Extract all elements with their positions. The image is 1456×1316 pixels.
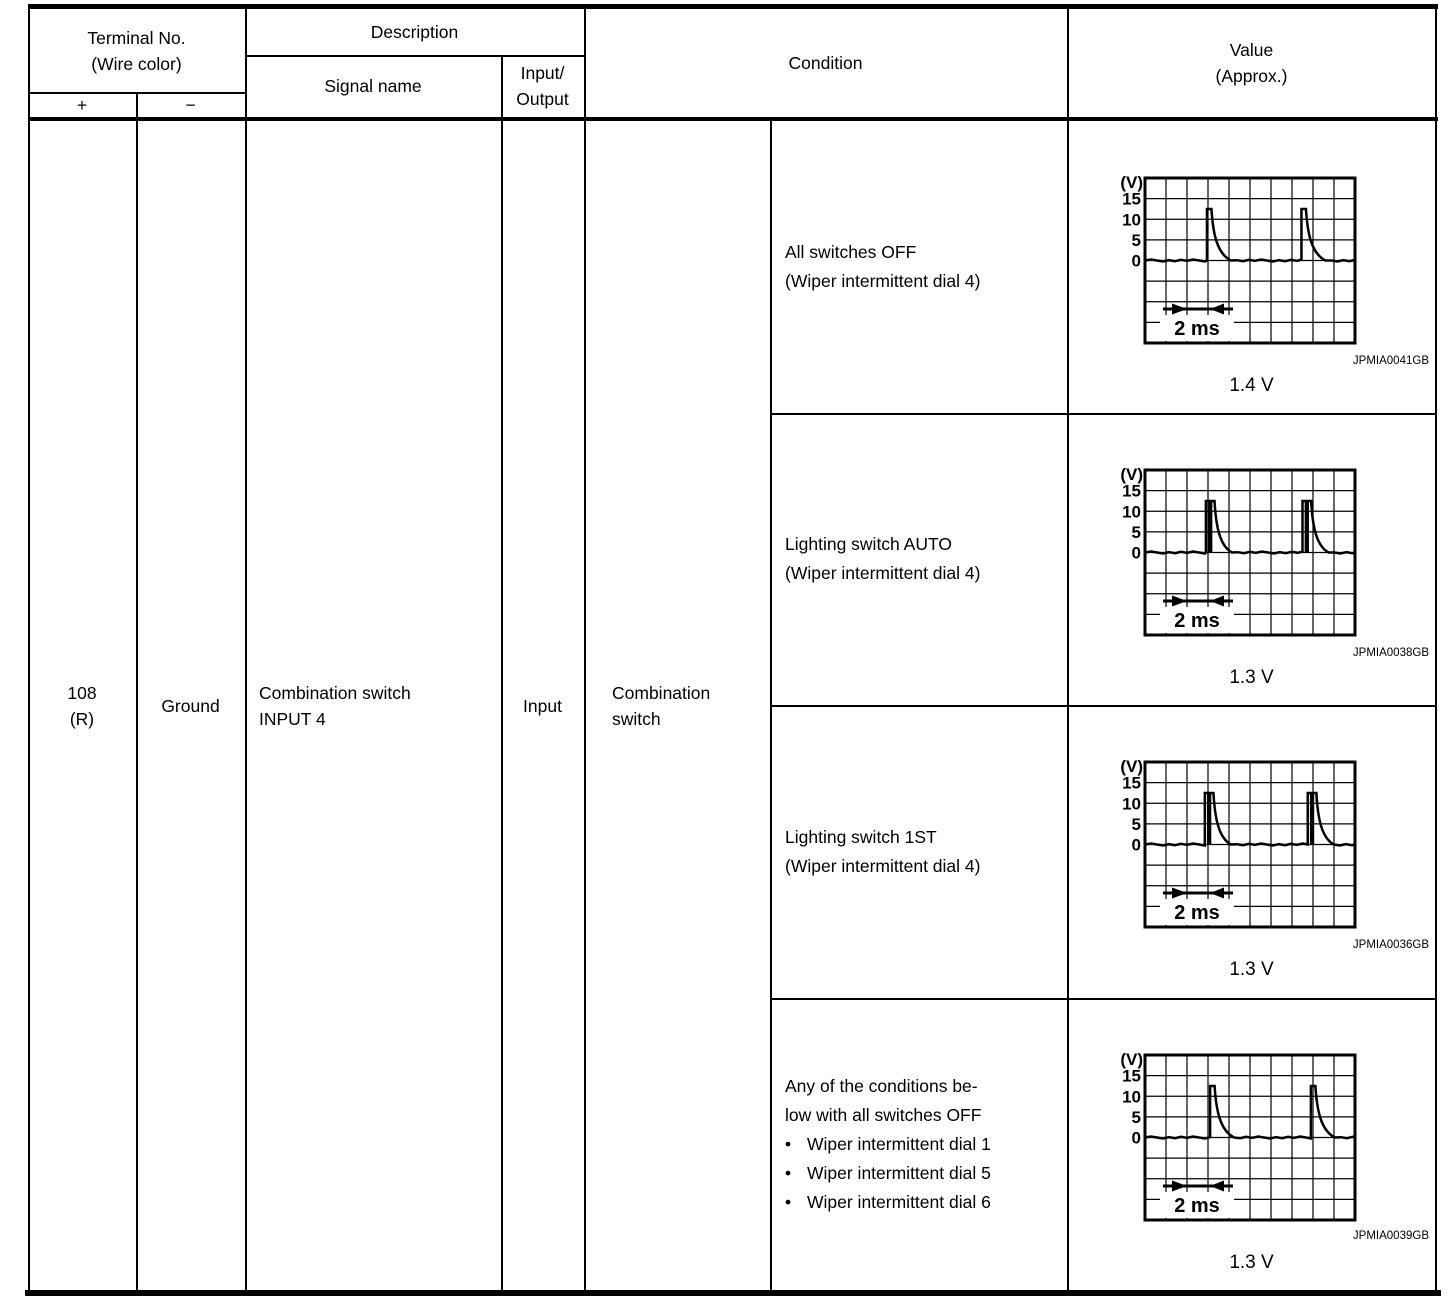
y-tick-label: 5 [1132, 523, 1141, 542]
condition-text: Any of the conditions be- low with all s… [770, 1072, 991, 1217]
y-tick-label: 10 [1122, 502, 1141, 521]
condition-bullet: • Wiper intermittent dial 5 [785, 1159, 991, 1188]
y-tick-label: 15 [1122, 190, 1141, 209]
table-border-line [1435, 9, 1437, 1290]
table-border-line [136, 92, 138, 1290]
table-border-line [501, 55, 503, 1290]
time-label-box [1160, 1192, 1234, 1218]
table-border-line [1067, 9, 1069, 1290]
approx-value: 1.3 V [1229, 667, 1274, 688]
y-axis-unit: (V) [1120, 175, 1143, 192]
table-border-line [245, 9, 247, 1290]
header-value: Value (Approx.) [1215, 40, 1288, 86]
terminal-plus-cell: 108 (R) [67, 682, 97, 729]
table-border-line [770, 413, 1436, 415]
waveform-trace [1144, 791, 1356, 847]
arrow-right-icon [1172, 1180, 1187, 1192]
time-label-box [1160, 315, 1234, 341]
figure-id: JPMIA0038GB [1352, 647, 1429, 659]
table-border-line [770, 998, 1436, 1000]
header-terminal-minus: − [185, 94, 196, 115]
waveform-trace [1144, 1084, 1356, 1141]
y-tick-label: 0 [1132, 1129, 1141, 1148]
y-tick-label: 0 [1132, 544, 1141, 563]
table-border-line [28, 117, 1438, 121]
bullet-text: Wiper intermittent dial 5 [807, 1162, 991, 1183]
terminal-minus-cell: Ground [161, 695, 220, 716]
y-tick-label: 0 [1132, 252, 1141, 271]
y-tick-label: 0 [1132, 836, 1141, 855]
time-scale-label: 2 ms [1174, 1195, 1220, 1217]
y-tick-label: 5 [1132, 815, 1141, 834]
y-tick-label: 15 [1122, 774, 1141, 793]
y-tick-label: 10 [1122, 794, 1141, 813]
table-border-line [25, 1290, 1441, 1296]
approx-value: 1.3 V [1229, 1252, 1274, 1273]
header-input-output: Input/ Output [516, 63, 569, 109]
condition-group-cell: Combination switch [612, 682, 711, 729]
figure-id: JPMIA0041GB [1352, 355, 1429, 367]
y-tick-label: 10 [1122, 210, 1141, 229]
y-tick-label: 10 [1122, 1087, 1141, 1106]
header-description: Description [370, 22, 459, 42]
time-scale-label: 2 ms [1174, 902, 1220, 924]
approx-value: 1.4 V [1229, 375, 1274, 396]
arrow-left-icon [1210, 303, 1224, 315]
condition-bullet: • Wiper intermittent dial 1 [785, 1130, 991, 1159]
y-tick-label: 15 [1122, 482, 1141, 501]
bullet-text: Wiper intermittent dial 1 [807, 1133, 991, 1154]
header-terminal-no: Terminal No. (Wire color) [87, 27, 186, 74]
table-border-line [245, 55, 584, 57]
condition-bullet: • Wiper intermittent dial 6 [785, 1188, 991, 1217]
time-label-box [1160, 607, 1234, 633]
bullet-text: Wiper intermittent dial 6 [807, 1191, 991, 1212]
time-label-box [1160, 899, 1234, 925]
arrow-left-icon [1210, 595, 1224, 607]
waveform-trace [1144, 207, 1357, 263]
table-border-line [770, 117, 772, 1290]
figure-id: JPMIA0036GB [1352, 939, 1429, 951]
bullet-icon: • [785, 1133, 792, 1154]
condition-text: All switches OFF (Wiper intermittent dia… [785, 242, 981, 291]
table-border-line [770, 705, 1436, 707]
approx-value: 1.3 V [1229, 959, 1274, 980]
arrow-right-icon [1172, 887, 1187, 899]
y-axis-unit: (V) [1120, 759, 1143, 776]
y-axis-unit: (V) [1120, 467, 1143, 484]
bullet-icon: • [785, 1191, 792, 1212]
arrow-left-icon [1210, 1180, 1224, 1192]
y-tick-label: 5 [1132, 1108, 1141, 1127]
y-axis-unit: (V) [1120, 1052, 1143, 1069]
condition-text-lines: Any of the conditions be- low with all s… [785, 1075, 982, 1125]
waveform-trace [1144, 499, 1356, 555]
time-scale-label: 2 ms [1174, 318, 1220, 340]
condition-text: Lighting switch 1ST (Wiper intermittent … [785, 826, 981, 876]
figure-id: JPMIA0039GB [1352, 1230, 1429, 1242]
header-condition: Condition [788, 53, 863, 73]
header-signal-name: Signal name [324, 76, 422, 96]
y-tick-label: 5 [1132, 231, 1141, 250]
table-border-line [584, 9, 586, 1290]
bullet-icon: • [785, 1162, 792, 1183]
y-tick-label: 15 [1122, 1067, 1141, 1086]
arrow-right-icon [1172, 303, 1187, 315]
arrow-right-icon [1172, 595, 1187, 607]
input-output-cell: Input [523, 695, 562, 716]
signal-name-cell: Combination switch INPUT 4 [259, 682, 411, 729]
table-border-line [28, 4, 30, 1290]
condition-text: Lighting switch AUTO (Wiper intermittent… [785, 534, 981, 583]
header-terminal-plus: + [76, 94, 88, 115]
table-border-line [28, 4, 1438, 9]
arrow-left-icon [1210, 887, 1224, 899]
time-scale-label: 2 ms [1174, 610, 1220, 632]
